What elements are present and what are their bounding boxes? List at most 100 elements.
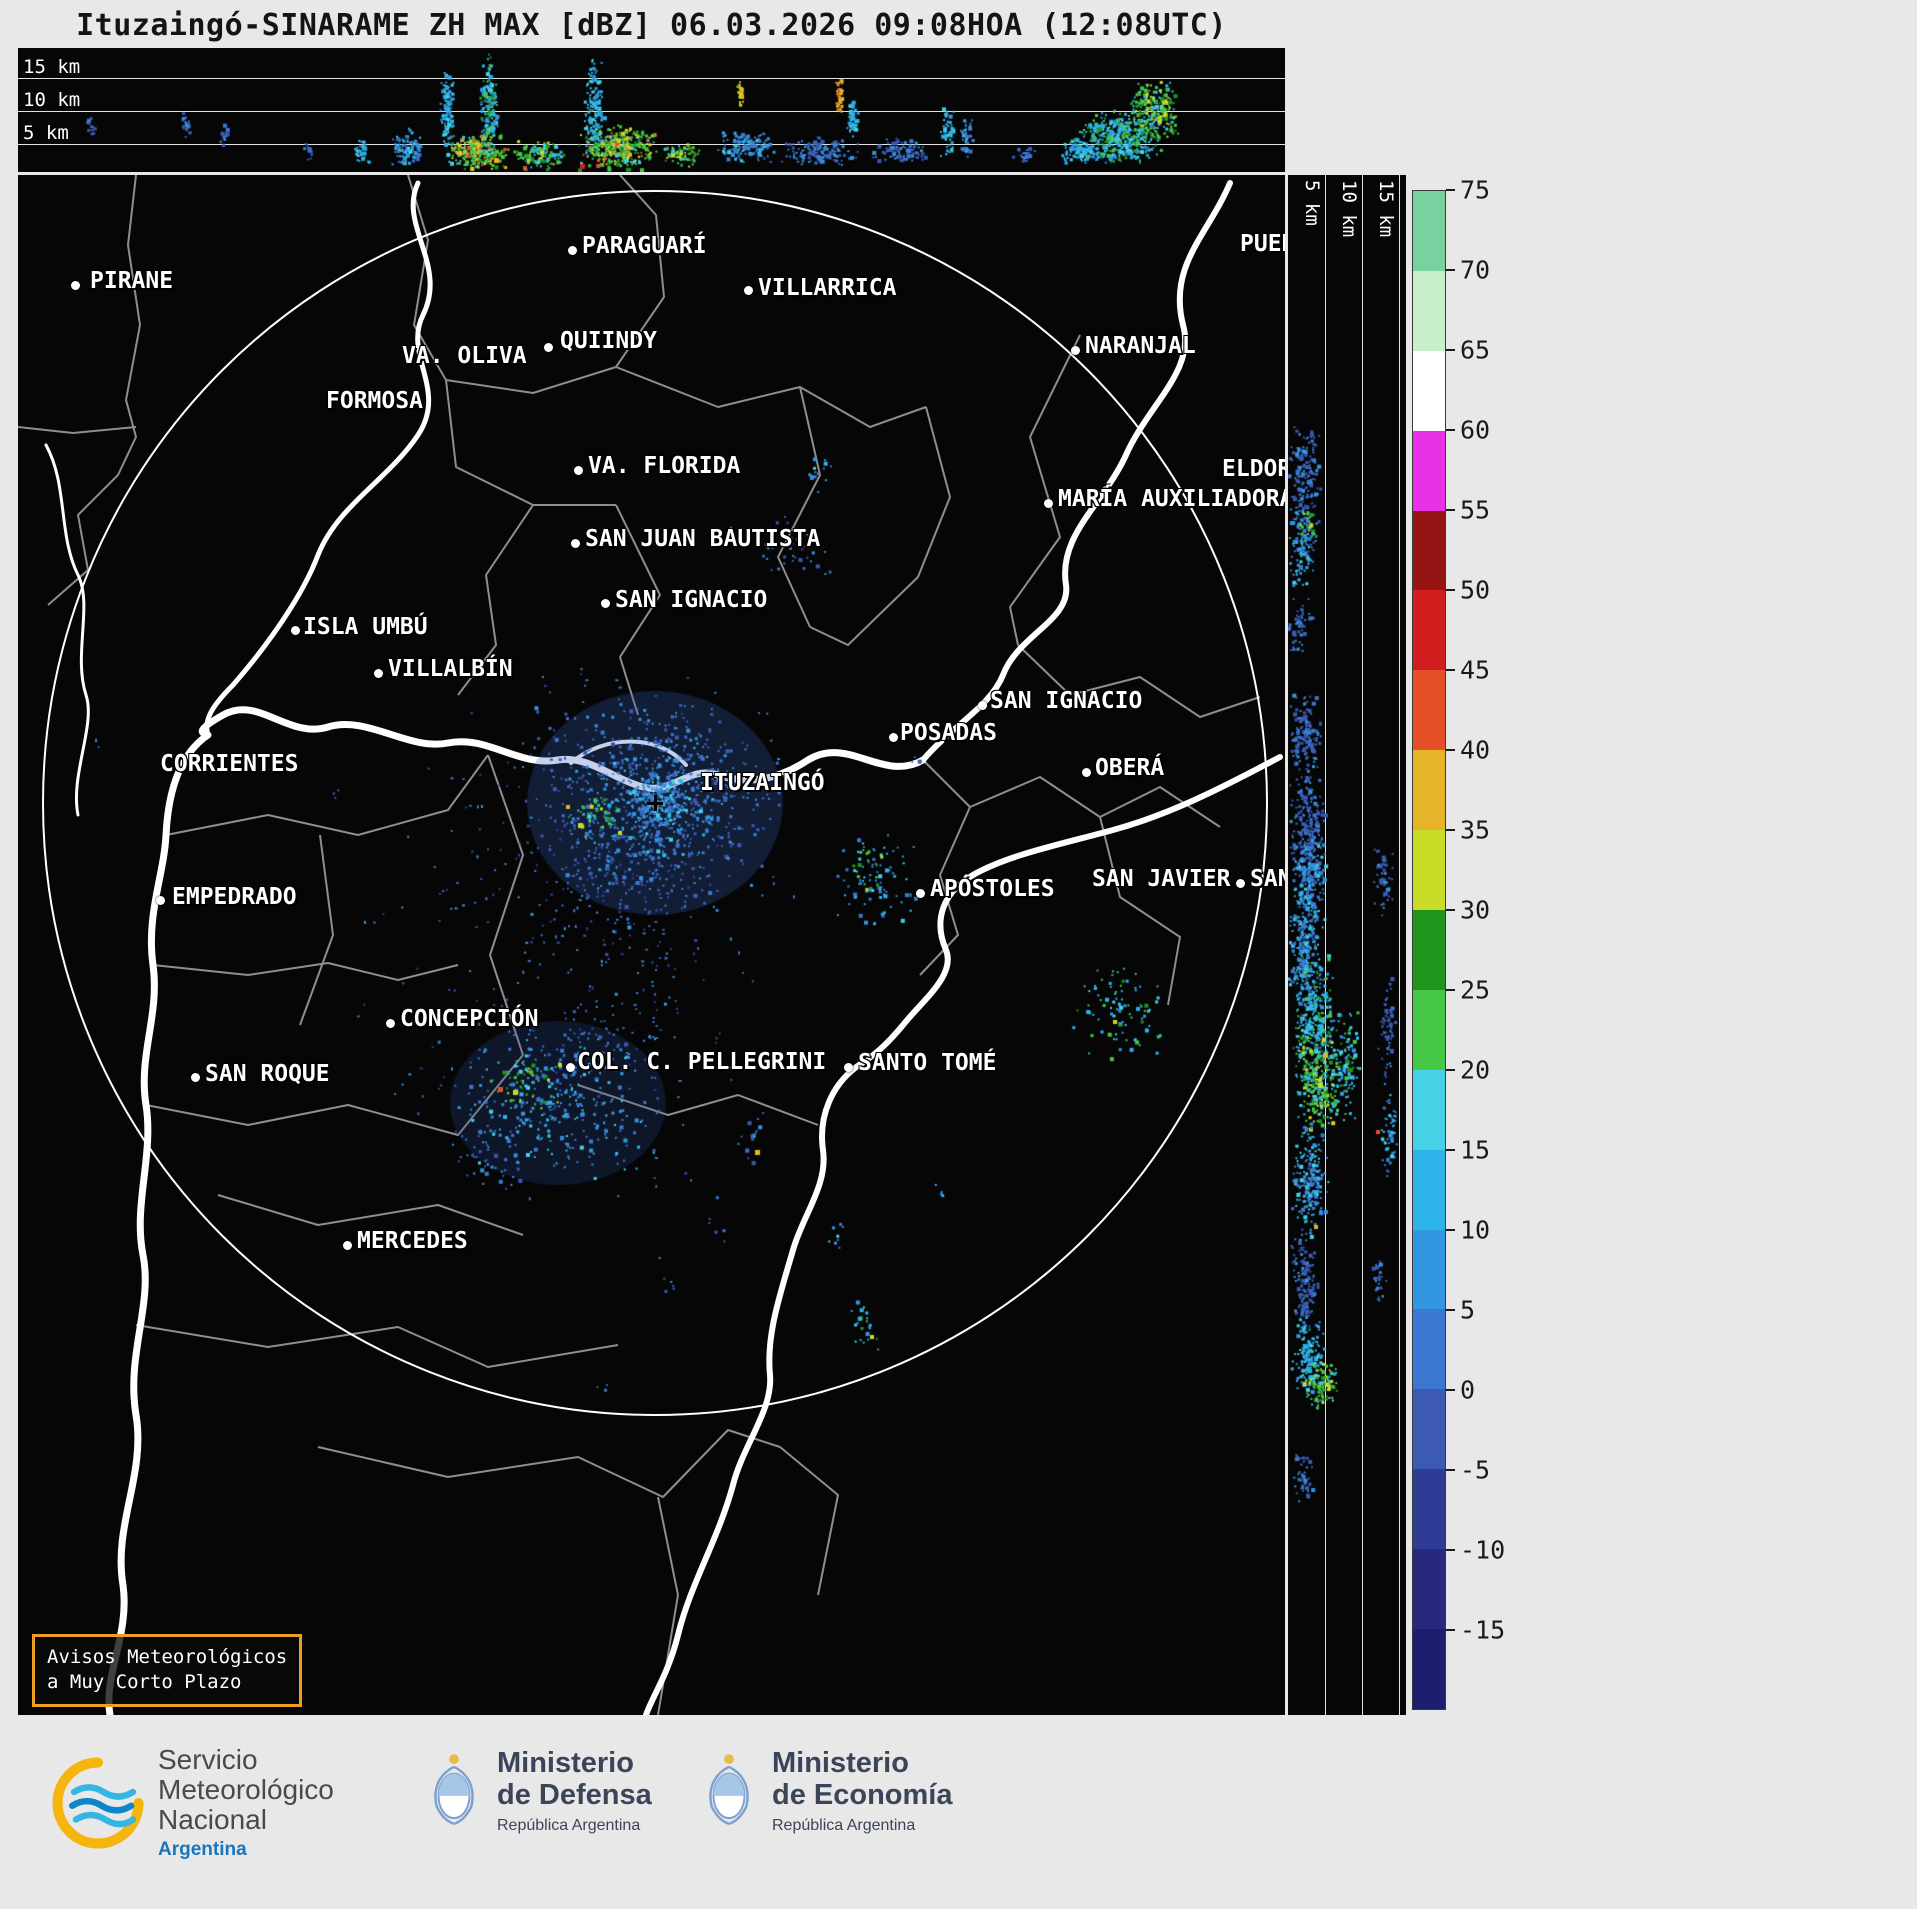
colorbar-segment [1413,1389,1445,1470]
city-label: ISLA UMBÚ [303,614,428,640]
colorbar-tick [1446,749,1455,751]
colorbar-segment [1413,1149,1445,1230]
colorbar-tick [1446,829,1455,831]
city-label: PUERTO IGUAZÚ [1240,231,1285,257]
city-dot [844,1063,853,1072]
colorbar-tick [1446,1069,1455,1071]
colorbar-segment [1413,1309,1445,1390]
colorbar-value: 50 [1460,575,1491,605]
city-label: FORMOSA [326,388,423,414]
city-dot [916,889,925,898]
smn-country: Argentina [158,1838,247,1860]
colorbar-segment [1413,270,1445,351]
colorbar-tick [1446,1229,1455,1231]
cross-section-right-canvas [1288,175,1406,1715]
colorbar-segment [1413,590,1445,671]
colorbar-tick [1446,669,1455,671]
cross-section-right-panel: 5 km10 km15 km [1288,175,1406,1715]
city-dot [71,281,80,290]
city-dot [568,246,577,255]
city-label: SAN VICENTE [1250,866,1285,892]
city-dot [566,1063,575,1072]
colorbar-segment [1413,989,1445,1070]
city-dot [386,1019,395,1028]
city-label: SAN ROQUE [205,1061,330,1087]
colorbar-value: 65 [1460,335,1491,365]
colorbar-tick [1446,1629,1455,1631]
city-dot [1044,499,1053,508]
city-label: ITUZAINGÓ [700,770,825,796]
city-label: SAN IGNACIO [615,587,768,613]
cross-section-top-canvas [18,48,1285,172]
city-label: CONCEPCIÓN [400,1006,539,1032]
city-label: SAN IGNACIO [990,688,1143,714]
city-label: SAN JAVIER [1092,866,1231,892]
colorbar-value: -5 [1460,1455,1491,1485]
city-dot [1236,879,1245,888]
city-dot [544,343,553,352]
city-dot [291,626,300,635]
colorbar-value: 5 [1460,1295,1476,1325]
city-label: OBERÁ [1095,755,1165,781]
colorbar-value: 0 [1460,1375,1476,1405]
city-dot [1071,346,1080,355]
colorbar-value: 25 [1460,975,1491,1005]
smn-title: Servicio Meteorológico Nacional Argentin… [158,1744,334,1861]
colorbar-tick [1446,189,1455,191]
city-label: COL. C. PELLEGRINI [577,1049,827,1075]
city-label: EMPEDRADO [172,884,297,910]
city-label: NARANJAL [1085,333,1196,359]
city-dot [571,539,580,548]
city-label: MARÍA AUXILIADORA [1058,486,1285,512]
colorbar-value: 60 [1460,415,1491,445]
warning-line2: a Muy Corto Plazo [47,1671,242,1694]
ministry-economia-brand: Ministerio de Economía República Argenti… [700,1747,953,1835]
colorbar-segment [1413,670,1445,751]
footer: Servicio Meteorológico Nacional Argentin… [0,1715,1917,1909]
ministry-defensa-brand: Ministerio de Defensa República Argentin… [425,1747,652,1835]
city-label: MERCEDES [357,1228,468,1254]
defensa-sub: República Argentina [497,1816,641,1834]
colorbar-value: 10 [1460,1215,1491,1245]
city-label: PARAGUARÍ [582,233,707,259]
dbz-colorbar [1412,190,1446,1710]
colorbar-segment [1413,191,1445,271]
colorbar-tick [1446,349,1455,351]
city-dot [889,733,898,742]
city-dot [374,669,383,678]
economia-line1: Ministerio [772,1747,909,1779]
city-label: VILLALBÍN [388,656,513,682]
colorbar-tick [1446,589,1455,591]
colorbar-tick [1446,1389,1455,1391]
colorbar-value: 75 [1460,175,1491,205]
warning-banner[interactable]: Avisos Meteorológicos a Muy Corto Plazo [32,1633,303,1707]
colorbar-value: 70 [1460,255,1491,285]
smn-line2: Meteorológico [158,1774,334,1806]
colorbar-segment [1413,1549,1445,1630]
city-dot [1082,768,1091,777]
argentina-crest-icon [709,1754,749,1825]
city-label: CORRIENTES [160,751,299,777]
colorbar-value: -10 [1460,1535,1506,1565]
colorbar-value: -15 [1460,1615,1506,1645]
smn-line1: Servicio [158,1744,258,1775]
colorbar-segment [1413,350,1445,431]
city-label: VA. FLORIDA [588,453,741,479]
smn-line3: Nacional [158,1804,267,1836]
city-label: QUIINDY [560,328,657,354]
colorbar-segment [1413,1629,1445,1709]
colorbar-tick [1446,1549,1455,1551]
city-label: SAN JUAN BAUTISTA [585,526,821,552]
colorbar-value: 15 [1460,1135,1491,1165]
city-label: VA. OLIVA [402,343,527,369]
colorbar-tick [1446,989,1455,991]
argentina-crest-icon [434,1754,474,1825]
colorbar-tick [1446,269,1455,271]
warning-line1: Avisos Meteorológicos [47,1645,288,1668]
city-label: PIRANE [90,268,174,294]
city-dot [601,599,610,608]
city-label: ELDORADO [1222,456,1285,482]
defensa-line2: de Defensa [497,1779,652,1812]
colorbar-segment [1413,910,1445,990]
